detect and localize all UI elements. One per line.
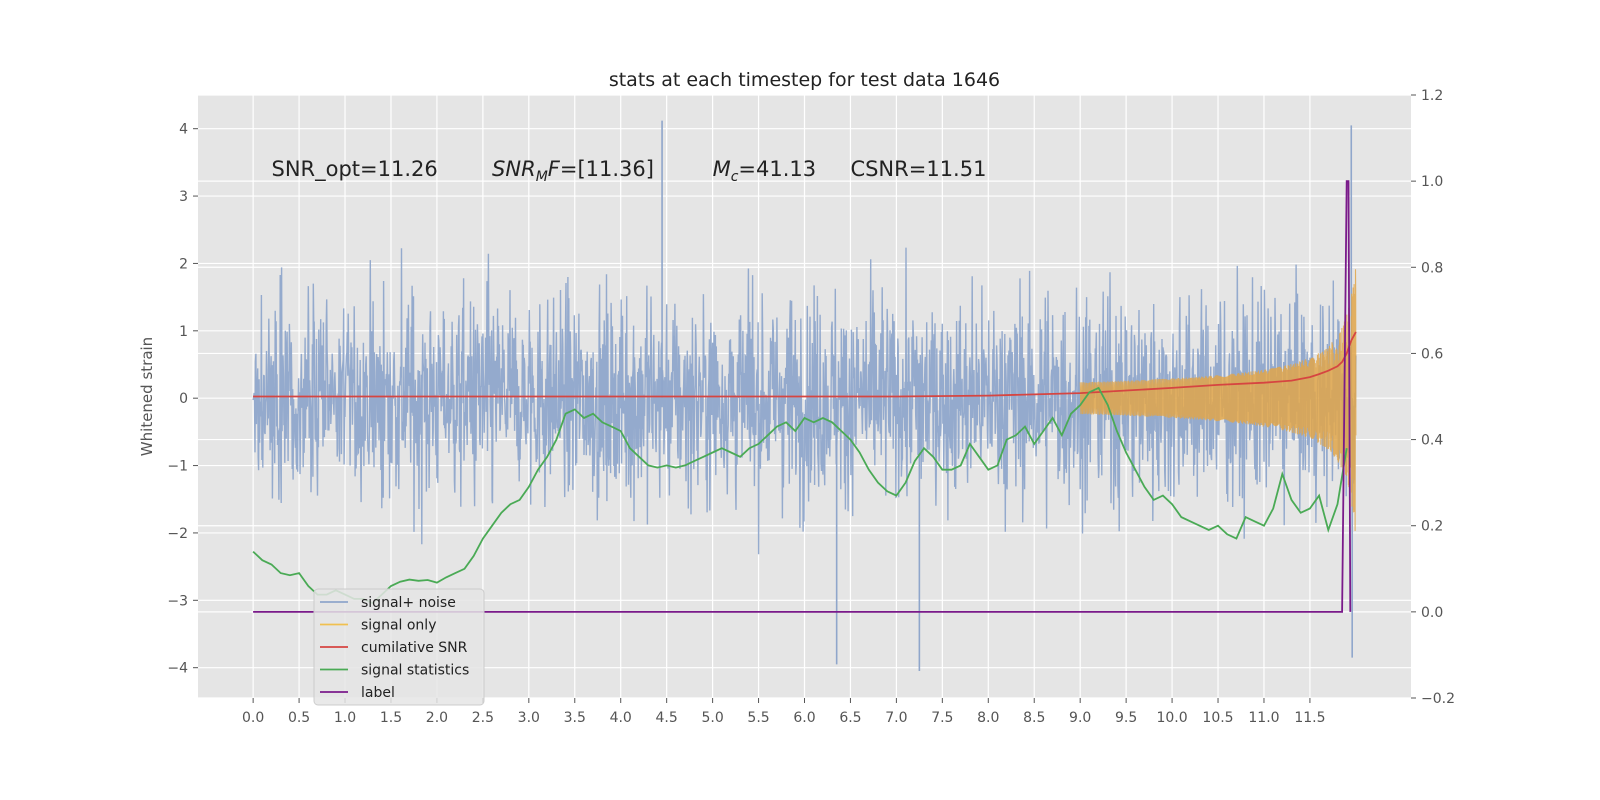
x-tick-label: 11.0 bbox=[1248, 710, 1279, 726]
legend-entry: cumilative SNR bbox=[361, 640, 468, 656]
y2-tick-label: 0.8 bbox=[1421, 260, 1443, 276]
y-tick-label: 4 bbox=[179, 122, 188, 138]
chart-title: stats at each timestep for test data 164… bbox=[609, 69, 1000, 91]
y2-tick-label: 0.6 bbox=[1421, 346, 1443, 362]
x-tick-label: 7.0 bbox=[885, 710, 907, 726]
x-tick-label: 8.0 bbox=[977, 710, 999, 726]
series-signal-only bbox=[1079, 269, 1357, 532]
y-axis-label: Whitened strain bbox=[138, 337, 156, 456]
y2-tick-label: 1.0 bbox=[1421, 174, 1443, 190]
x-tick-label: 10.5 bbox=[1202, 710, 1233, 726]
legend-entry: signal only bbox=[361, 618, 436, 634]
legend-entry: signal statistics bbox=[361, 663, 469, 679]
annotation: SNR_opt=11.26 bbox=[272, 157, 438, 182]
y-tick-label: −4 bbox=[167, 661, 188, 677]
y-tick-label: −2 bbox=[167, 526, 188, 542]
x-tick-label: 6.0 bbox=[793, 710, 815, 726]
x-tick-label: 2.0 bbox=[426, 710, 448, 726]
x-tick-label: 5.0 bbox=[701, 710, 723, 726]
x-tick-label: 6.5 bbox=[839, 710, 861, 726]
y2-tick-label: 0.2 bbox=[1421, 519, 1443, 535]
x-tick-label: 9.0 bbox=[1069, 710, 1091, 726]
annotation: CSNR=11.51 bbox=[850, 157, 986, 181]
x-tick-label: 11.5 bbox=[1294, 710, 1325, 726]
legend: signal+ noise signal only cumilative SNR si… bbox=[313, 588, 485, 706]
series-label-line bbox=[253, 180, 1352, 613]
annotation: Mc=41.13 bbox=[713, 157, 817, 185]
x-tick-label: 3.0 bbox=[518, 710, 540, 726]
x-tick-label: 10.0 bbox=[1156, 710, 1187, 726]
y-tick-label: 0 bbox=[179, 391, 188, 407]
axes: 0.0 0.5 1.0 1.5 2.0 2.5 3.0 3.5 4.0 4.5 5.0 5.5 6.0 6… bbox=[167, 88, 1455, 726]
y-tick-label: 1 bbox=[179, 324, 188, 340]
y-tick-label: 2 bbox=[179, 256, 188, 272]
x-tick-label: 1.0 bbox=[334, 710, 356, 726]
y-tick-label: 3 bbox=[179, 189, 188, 205]
x-tick-label: 3.5 bbox=[564, 710, 586, 726]
legend-entry: signal+ noise bbox=[361, 595, 456, 611]
x-tick-label: 8.5 bbox=[1023, 710, 1045, 726]
legend-entry: label bbox=[361, 685, 395, 701]
y2-tick-label: 0.4 bbox=[1421, 433, 1443, 449]
y2-tick-label: 0.0 bbox=[1421, 605, 1443, 621]
x-tick-label: 0.5 bbox=[288, 710, 310, 726]
y-tick-label: −1 bbox=[167, 459, 188, 475]
x-tick-label: 7.5 bbox=[931, 710, 953, 726]
x-tick-label: 1.5 bbox=[380, 710, 402, 726]
x-tick-label: 2.5 bbox=[472, 710, 494, 726]
x-tick-label: 4.0 bbox=[610, 710, 632, 726]
y2-tick-label: 1.2 bbox=[1421, 88, 1443, 104]
x-tick-label: 9.5 bbox=[1115, 710, 1137, 726]
x-tick-label: 0.0 bbox=[242, 710, 264, 726]
series-lines bbox=[252, 180, 1357, 613]
series-signal-statistics-line bbox=[252, 386, 1348, 605]
y2-tick-label: −0.2 bbox=[1421, 691, 1455, 707]
legend-box bbox=[313, 588, 485, 706]
x-tick-label: 5.5 bbox=[747, 710, 769, 726]
x-tick-label: 4.5 bbox=[656, 710, 678, 726]
signal-only-line bbox=[1079, 269, 1357, 532]
y-tick-label: −3 bbox=[167, 593, 188, 609]
annotation: SNRMF=[11.36] bbox=[492, 157, 654, 185]
annotations: SNR_opt=11.26 SNRMF=[11.36] Mc=41.13 CSNR=1… bbox=[272, 157, 987, 185]
